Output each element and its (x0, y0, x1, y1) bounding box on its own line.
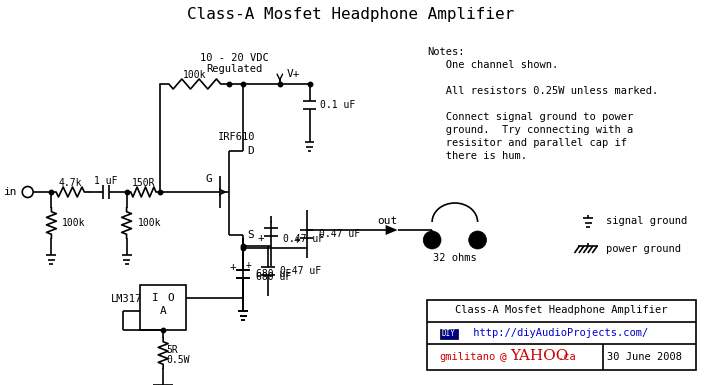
Text: LM317: LM317 (111, 294, 142, 304)
Text: +: + (246, 259, 251, 270)
Text: http://diyAudioProjects.com/: http://diyAudioProjects.com/ (467, 328, 648, 338)
Text: Connect signal ground to power: Connect signal ground to power (427, 112, 634, 122)
Text: gmilitano: gmilitano (439, 352, 495, 362)
Text: 150R: 150R (132, 178, 155, 188)
Text: 100k: 100k (63, 218, 86, 228)
Text: 0.47 uF: 0.47 uF (283, 233, 324, 243)
Text: 680 uF: 680 uF (256, 268, 292, 278)
Text: 0.47 uF: 0.47 uF (280, 266, 321, 276)
Text: 0.47 uF: 0.47 uF (320, 229, 361, 239)
Text: V+: V+ (287, 69, 300, 79)
Text: 680 uF: 680 uF (256, 271, 292, 281)
Text: +: + (293, 235, 300, 245)
Text: 30 June 2008: 30 June 2008 (607, 352, 683, 362)
Text: +: + (258, 233, 264, 243)
Text: 0.5W: 0.5W (166, 355, 189, 365)
Text: O: O (168, 293, 174, 303)
Text: S: S (247, 230, 254, 240)
Polygon shape (386, 225, 397, 235)
Text: Regulated: Regulated (206, 64, 263, 74)
Text: 32 ohms: 32 ohms (433, 253, 477, 263)
Text: YAHOO: YAHOO (510, 349, 569, 363)
Text: in: in (4, 187, 18, 197)
Text: power ground: power ground (606, 244, 681, 254)
Text: .ca: .ca (558, 352, 577, 362)
Text: All resistors 0.25W unless marked.: All resistors 0.25W unless marked. (427, 86, 658, 96)
Text: Class-A Mosfet Headphone Amplifier: Class-A Mosfet Headphone Amplifier (455, 305, 668, 315)
Text: out: out (378, 216, 398, 226)
Text: 4.7k: 4.7k (58, 178, 82, 188)
Text: signal ground: signal ground (606, 216, 688, 226)
Bar (140, 285, 186, 330)
Text: 10 - 20 VDC: 10 - 20 VDC (200, 53, 269, 63)
Text: IRF610: IRF610 (217, 132, 255, 142)
Text: D: D (247, 146, 254, 156)
Circle shape (423, 231, 441, 249)
Text: resisitor and parallel cap if: resisitor and parallel cap if (427, 138, 627, 148)
Circle shape (469, 231, 487, 249)
Bar (440, 329, 458, 339)
Text: G: G (206, 174, 212, 184)
Text: 1 uF: 1 uF (94, 176, 117, 186)
Text: @: @ (500, 352, 507, 362)
Bar (427, 300, 696, 370)
Text: 100k: 100k (183, 70, 207, 80)
Text: there is hum.: there is hum. (427, 151, 527, 161)
Text: One channel shown.: One channel shown. (427, 60, 559, 70)
Text: ground.  Try connecting with a: ground. Try connecting with a (427, 125, 634, 135)
Text: 0.1 uF: 0.1 uF (320, 100, 356, 110)
Text: +: + (230, 261, 237, 271)
Text: 5R: 5R (166, 345, 178, 355)
Text: DIY: DIY (442, 328, 456, 338)
Text: 100k: 100k (138, 218, 161, 228)
Text: I: I (152, 293, 158, 303)
Text: Notes:: Notes: (427, 47, 464, 57)
Text: Class-A Mosfet Headphone Amplifier: Class-A Mosfet Headphone Amplifier (187, 7, 515, 22)
Text: A: A (160, 306, 166, 316)
